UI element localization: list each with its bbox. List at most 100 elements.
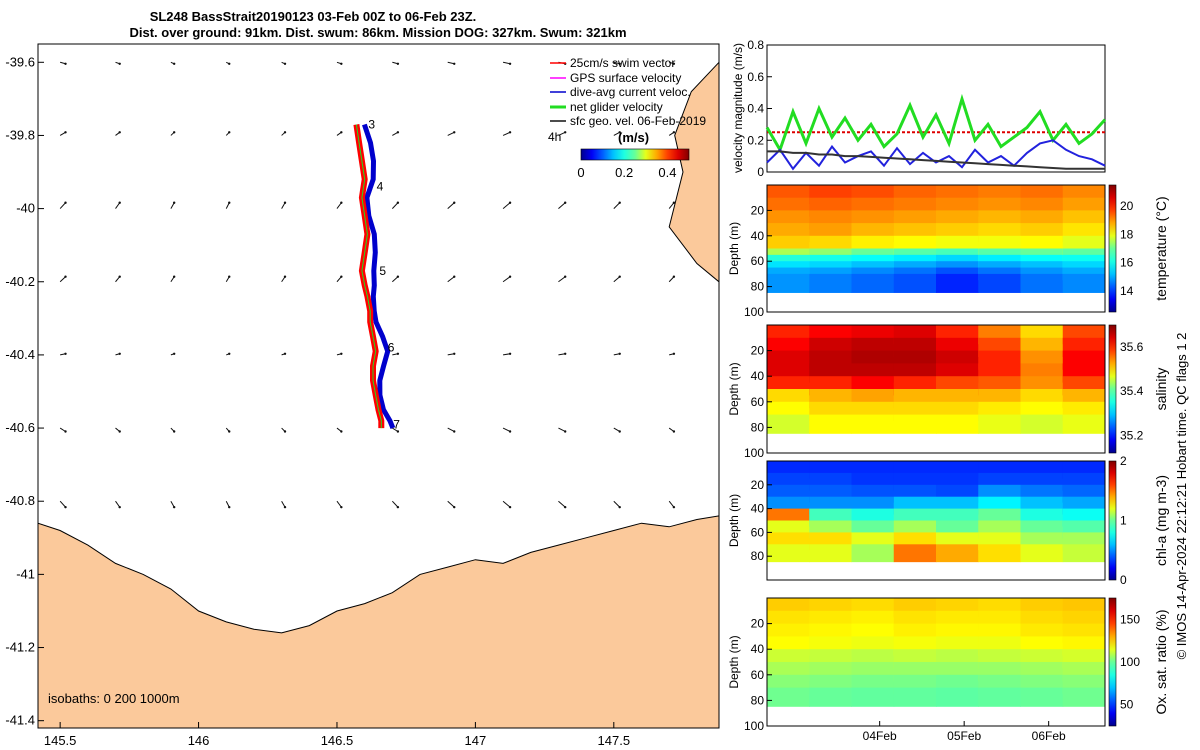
land-east bbox=[668, 61, 719, 283]
geo-velocity-arrowhead bbox=[618, 201, 621, 204]
geo-velocity-arrowhead bbox=[64, 62, 67, 65]
colorbar-tick-label: 150 bbox=[1120, 612, 1140, 626]
geo-velocity-arrowhead bbox=[340, 201, 343, 204]
depth-tick-label: 60 bbox=[751, 668, 765, 682]
legend-swim-vector: 25cm/s swim vector bbox=[570, 56, 675, 70]
depth-axis-label: Depth (m) bbox=[727, 222, 741, 275]
velocity-y-tick-label: 0.4 bbox=[747, 102, 764, 116]
velocity-lines bbox=[765, 93, 1107, 171]
geo-velocity-arrowhead bbox=[118, 505, 121, 509]
map-y-tick-label: -40.8 bbox=[5, 493, 35, 508]
map-x-tick-label: 147.5 bbox=[598, 733, 631, 748]
geo-velocity-arrowhead bbox=[283, 201, 287, 204]
map-colorbar-ticks: 0 0.2 0.4 bbox=[577, 165, 676, 180]
geo-velocity-vector bbox=[558, 202, 566, 209]
geo-velocity-arrowhead bbox=[396, 352, 400, 355]
velocity-y-tick-label: 0.6 bbox=[747, 70, 764, 84]
colorbar-tick-label: 100 bbox=[1120, 655, 1140, 669]
depth-tick-label: 20 bbox=[751, 617, 765, 631]
geo-velocity-arrowhead bbox=[64, 131, 67, 134]
depth-tick-label: 20 bbox=[751, 344, 765, 358]
heatmap-cell bbox=[893, 273, 937, 293]
time-tick-label: 05Feb bbox=[947, 729, 981, 743]
geo-velocity-arrowhead bbox=[508, 505, 512, 509]
colorbar-label: salinity bbox=[1153, 368, 1169, 411]
day-marker-label: 7 bbox=[393, 417, 400, 431]
geo-velocity-vector bbox=[668, 500, 675, 508]
colorbar-label: temperature (°C) bbox=[1153, 196, 1169, 300]
geo-velocity-arrowhead bbox=[283, 62, 287, 65]
geo-velocity-arrowhead bbox=[64, 275, 67, 278]
geo-velocity-arrowhead bbox=[340, 352, 343, 355]
land-tasmania bbox=[38, 515, 719, 728]
geo-velocity-vector bbox=[502, 500, 511, 508]
geo-velocity-arrowhead bbox=[340, 275, 343, 278]
geo-velocity-arrowhead bbox=[340, 505, 343, 509]
map-colorbar-label: (m/s) bbox=[618, 130, 649, 145]
geo-velocity-arrowhead bbox=[453, 275, 456, 278]
profile-panel-chlorophyll: 20 40 60 80 Depth (m) 0 1 2 chl-a (mg m-3) bbox=[727, 454, 1169, 587]
geo-velocity-arrowhead bbox=[563, 505, 567, 509]
geo-velocity-vector bbox=[558, 500, 566, 508]
legend-dive-avg: dive-avg current veloc. bbox=[570, 85, 691, 99]
map-y-tick-label: -40.2 bbox=[5, 274, 35, 289]
velocity-y-tick-label: 0 bbox=[757, 165, 764, 179]
map-isobaths-label: isobaths: 0 200 1000m bbox=[48, 691, 180, 706]
heatmap-cell bbox=[978, 273, 1021, 293]
geo-velocity-arrowhead bbox=[618, 62, 621, 65]
geo-velocity-arrowhead bbox=[508, 201, 512, 204]
map-y-tick-label: -39.6 bbox=[5, 54, 35, 69]
profile-panel-salinity: 20 40 60 80 100 Depth (m) 35.2 35.4 35.6 salinity bbox=[727, 324, 1169, 460]
time-tick-label: 04Feb bbox=[863, 729, 897, 743]
geo-velocity-arrowhead bbox=[508, 275, 512, 278]
profile-panel-oxygen: 20 40 60 80 100 Depth (m) 50 100 150 Ox. sat. rat… bbox=[727, 597, 1169, 743]
map-y-tick-label: -39.8 bbox=[5, 127, 35, 142]
geo-velocity-vector bbox=[447, 500, 455, 508]
heatmap-cell bbox=[936, 414, 979, 434]
colorbar-tick-label: 14 bbox=[1120, 284, 1134, 298]
map-y-tick-label: -40.4 bbox=[5, 347, 35, 362]
geo-velocity-arrowhead bbox=[672, 201, 676, 204]
geo-velocity-arrowhead bbox=[118, 201, 121, 204]
panel-colorbar bbox=[1108, 324, 1117, 454]
depth-tick-label: 60 bbox=[751, 525, 765, 539]
heatmap-cell bbox=[936, 687, 979, 707]
geo-velocity-arrowhead bbox=[283, 352, 287, 355]
geo-velocity-arrowhead bbox=[283, 131, 287, 134]
heatmap-cell bbox=[978, 544, 1021, 563]
heatmap-cell bbox=[851, 687, 895, 707]
colorbar-tick-label: 20 bbox=[1120, 199, 1134, 213]
geo-velocity-arrowhead bbox=[283, 505, 287, 509]
panel-colorbar bbox=[1108, 597, 1117, 727]
geo-velocity-arrowhead bbox=[672, 352, 676, 355]
geo-velocity-arrowhead bbox=[172, 505, 176, 509]
heatmap-cell bbox=[936, 544, 979, 563]
geo-velocity-arrowhead bbox=[672, 505, 676, 509]
geo-velocity-vector bbox=[447, 427, 455, 432]
heatmap-cell bbox=[809, 687, 852, 707]
geo-velocity-arrowhead bbox=[172, 352, 176, 355]
geo-velocity-vector bbox=[115, 500, 121, 508]
panel-frame bbox=[766, 460, 1106, 581]
legend-gps-velocity: GPS surface velocity bbox=[570, 71, 681, 85]
geo-velocity-vector bbox=[502, 427, 511, 432]
panel-frame bbox=[766, 597, 1106, 727]
colorbar-tick-label: 35.2 bbox=[1120, 428, 1144, 442]
geo-velocity-arrowhead bbox=[396, 430, 400, 433]
depth-axis-label: Depth (m) bbox=[727, 494, 741, 547]
geo-velocity-arrowhead bbox=[340, 430, 343, 433]
geo-velocity-vector bbox=[391, 202, 399, 209]
depth-tick-label: 60 bbox=[751, 395, 765, 409]
depth-tick-label: 60 bbox=[751, 254, 765, 268]
geo-velocity-arrowhead bbox=[172, 430, 176, 433]
depth-tick-label: 40 bbox=[751, 642, 765, 656]
heatmap-cell bbox=[978, 414, 1021, 434]
depth-tick-label: 40 bbox=[751, 369, 765, 383]
geo-velocity-vector bbox=[502, 202, 511, 209]
geo-velocity-vector bbox=[613, 500, 621, 508]
depth-tick-label: 80 bbox=[751, 693, 765, 707]
velocity-series-line bbox=[766, 139, 1106, 171]
geo-velocity-arrowhead bbox=[396, 275, 400, 278]
geo-velocity-arrowhead bbox=[118, 131, 121, 134]
